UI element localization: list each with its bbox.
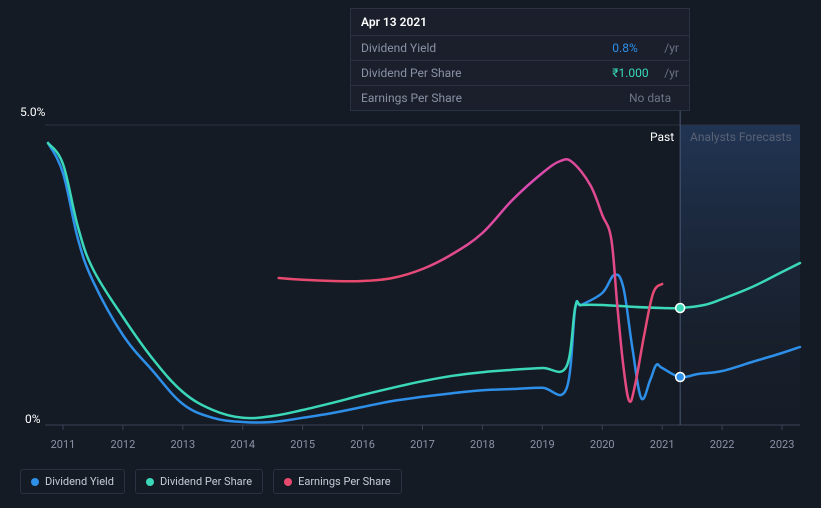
tooltip-row-label: Dividend Per Share	[361, 66, 612, 80]
y-axis-min-label: 0%	[25, 412, 41, 426]
tooltip-row: Dividend Yield0.8%/yr	[351, 36, 689, 61]
legend-item[interactable]: Dividend Per Share	[135, 469, 263, 494]
tooltip-row-label: Dividend Yield	[361, 41, 612, 55]
forecast-label: Analysts Forecasts	[690, 130, 792, 144]
x-axis-tick-label: 2019	[530, 438, 555, 451]
x-axis-tick-label: 2018	[470, 438, 495, 451]
tooltip-row-label: Earnings Per Share	[361, 91, 629, 105]
x-axis-tick-label: 2014	[230, 438, 255, 451]
legend-label: Dividend Per Share	[160, 475, 252, 488]
legend-item[interactable]: Dividend Yield	[20, 469, 125, 494]
chart-container: Apr 13 2021 Dividend Yield0.8%/yrDividen…	[0, 0, 821, 508]
tooltip-row-value: ₹1.000	[612, 66, 662, 80]
legend-label: Dividend Yield	[45, 475, 114, 488]
tooltip-row-unit: /yr	[664, 66, 679, 80]
x-axis-tick-label: 2015	[290, 438, 315, 451]
chart-legend: Dividend Yield Dividend Per Share Earnings…	[20, 469, 402, 494]
x-axis-tick-label: 2016	[350, 438, 375, 451]
y-axis-max-label: 5.0%	[20, 105, 45, 119]
legend-dot-icon	[284, 478, 292, 486]
tooltip-row-unit: /yr	[664, 41, 679, 55]
legend-dot-icon	[31, 478, 39, 486]
tooltip-date: Apr 13 2021	[351, 9, 689, 36]
tooltip-row-value: No data	[629, 91, 679, 105]
chart-tooltip: Apr 13 2021 Dividend Yield0.8%/yrDividen…	[350, 8, 690, 111]
past-label: Past	[650, 130, 674, 144]
x-axis-tick-label: 2012	[111, 438, 136, 451]
x-axis-tick-label: 2020	[590, 438, 615, 451]
tooltip-row: Dividend Per Share₹1.000/yr	[351, 61, 689, 86]
x-axis-tick-label: 2021	[650, 438, 675, 451]
x-axis-tick-label: 2023	[770, 438, 795, 451]
legend-item[interactable]: Earnings Per Share	[273, 469, 402, 494]
legend-dot-icon	[146, 478, 154, 486]
x-axis-tick-label: 2013	[170, 438, 195, 451]
tooltip-row-value: 0.8%	[612, 41, 662, 55]
x-axis-tick-label: 2011	[51, 438, 76, 451]
legend-label: Earnings Per Share	[298, 475, 391, 488]
tooltip-row: Earnings Per ShareNo data	[351, 86, 689, 110]
x-axis-tick-label: 2022	[710, 438, 735, 451]
x-axis-tick-label: 2017	[410, 438, 435, 451]
